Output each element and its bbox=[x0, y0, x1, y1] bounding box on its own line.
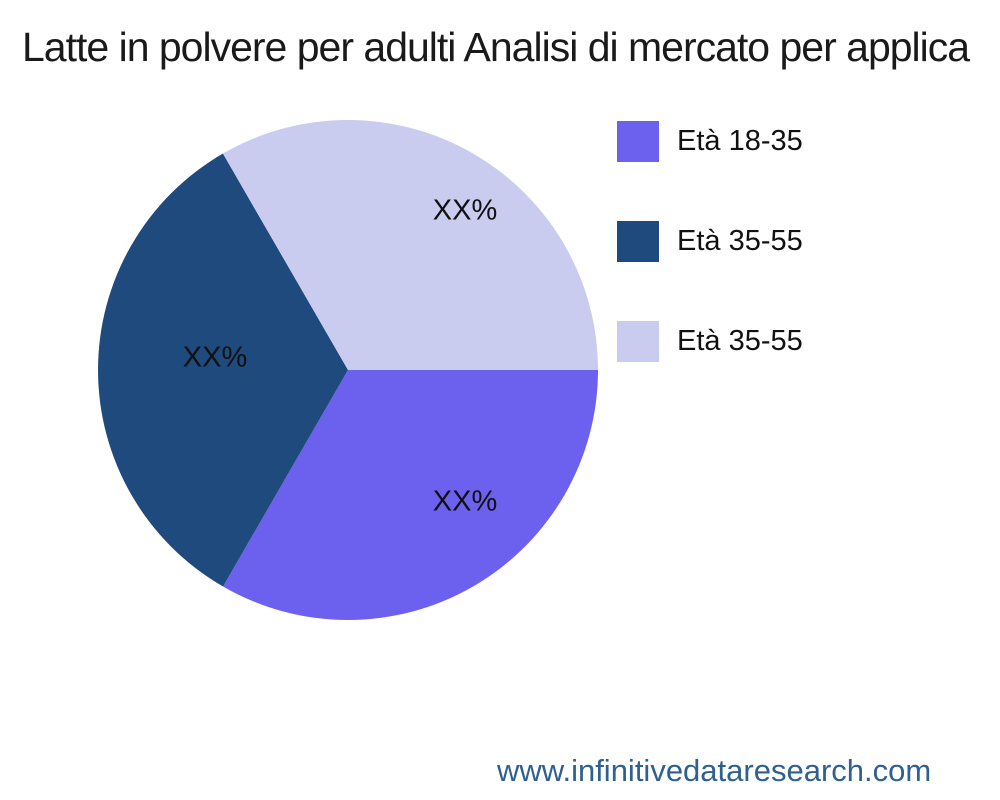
legend-swatch-icon bbox=[617, 221, 659, 262]
pie-slice bbox=[223, 370, 598, 620]
footer-website-link[interactable]: www.infinitivedataresearch.com bbox=[497, 753, 932, 788]
legend-swatch-icon bbox=[617, 321, 659, 362]
legend-label: Età 35-55 bbox=[677, 225, 803, 257]
pie-slice bbox=[98, 153, 348, 587]
slice-percentage-label: XX% bbox=[432, 485, 498, 518]
slice-percentage-label: XX% bbox=[182, 341, 248, 374]
legend-label: Età 35-55 bbox=[677, 325, 803, 357]
legend-swatch-icon bbox=[617, 121, 659, 162]
legend-item: Età 18-35 bbox=[617, 121, 803, 162]
legend: Età 18-35 Età 35-55 Età 35-55 bbox=[617, 121, 803, 421]
legend-item: Età 35-55 bbox=[617, 321, 803, 362]
pie-slice bbox=[222, 120, 598, 370]
pie-chart bbox=[98, 120, 598, 620]
legend-item: Età 35-55 bbox=[617, 221, 803, 262]
pie-chart-svg bbox=[98, 120, 598, 620]
legend-label: Età 18-35 bbox=[677, 125, 803, 157]
slice-percentage-label: XX% bbox=[432, 194, 498, 227]
chart-title: Latte in polvere per adulti Analisi di m… bbox=[22, 24, 970, 70]
